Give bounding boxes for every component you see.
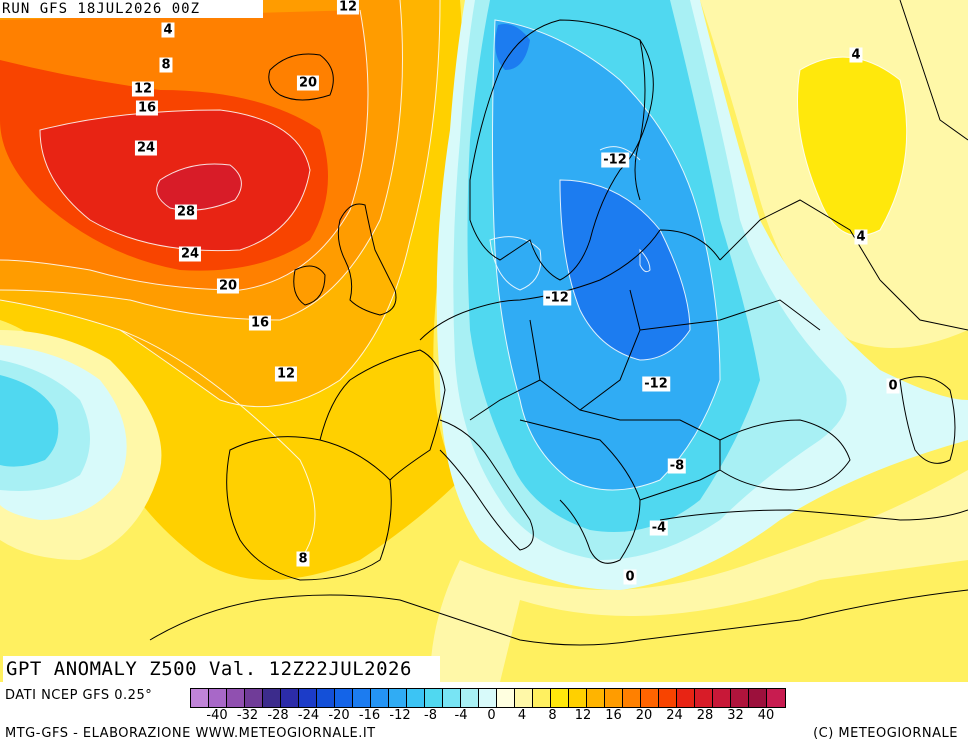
color-swatch: [569, 689, 587, 707]
map-canvas: [0, 0, 968, 682]
norway-core: [495, 24, 530, 70]
color-scale-tick: 8: [548, 708, 557, 723]
contour-label: 20: [216, 278, 240, 294]
color-scale-tick: -16: [358, 708, 381, 723]
contour-label: 4: [849, 47, 863, 63]
color-swatch: [371, 689, 389, 707]
contour-label: 28: [174, 204, 198, 220]
contour-label: 24: [134, 140, 158, 156]
color-swatch: [641, 689, 659, 707]
color-swatch: [407, 689, 425, 707]
color-swatch: [749, 689, 767, 707]
contour-label: 16: [135, 100, 159, 116]
credit-left: MTG-GFS - ELABORAZIONE WWW.METEOGIORNALE…: [5, 726, 376, 741]
contour-label: 8: [296, 551, 310, 567]
color-scale-tick: 40: [757, 708, 775, 723]
contour-label: 4: [161, 22, 175, 38]
contour-label: 8: [159, 57, 173, 73]
color-scale-tick: 24: [666, 708, 683, 723]
color-swatch: [425, 689, 443, 707]
color-scale-tick: -4: [454, 708, 468, 723]
color-scale-tick: 32: [727, 708, 744, 723]
color-swatch: [335, 689, 353, 707]
color-swatch: [587, 689, 605, 707]
contour-label: 12: [131, 81, 155, 97]
color-swatch: [659, 689, 677, 707]
color-swatch: [695, 689, 713, 707]
color-swatch: [623, 689, 641, 707]
color-swatch: [461, 689, 479, 707]
contour-label: 4: [854, 229, 868, 245]
contour-label: -8: [667, 458, 687, 474]
color-swatch: [713, 689, 731, 707]
color-scale-tick: 4: [517, 708, 527, 723]
source-label: DATI NCEP GFS 0.25°: [5, 688, 153, 703]
color-scale-tick: -28: [267, 708, 289, 723]
color-swatch: [209, 689, 227, 707]
color-swatch: [515, 689, 533, 707]
coastlines: [149, 0, 968, 646]
credit-right: (C) METEOGIORNALE: [813, 726, 958, 741]
color-scale-tick: 0: [487, 708, 496, 723]
color-scale-tick: -24: [297, 708, 320, 723]
color-scale-tick: -40: [206, 708, 228, 723]
plus-28: [156, 164, 242, 211]
color-swatch: [605, 689, 623, 707]
color-scale-ticks: -40 -32 -28 -24 -20 -16 -12 -8 -4 0 4 8 12 16 20 24 28 32…: [190, 708, 966, 724]
color-scale-tick: -20: [328, 708, 350, 723]
footer: DATI NCEP GFS 0.25° -40 -32 -28 -24 -20 -16 -1…: [0, 682, 968, 745]
color-scale-tick: 16: [605, 708, 622, 723]
contour-label: 12: [274, 366, 298, 382]
color-scale-tick: 12: [574, 708, 592, 723]
color-scale-tick: -32: [236, 708, 259, 723]
africa-field: [500, 560, 968, 682]
contour-label: -4: [649, 520, 669, 536]
contour-label: 24: [178, 246, 202, 262]
color-swatch: [551, 689, 569, 707]
contour-lines: [0, 0, 908, 561]
color-swatch: [497, 689, 515, 707]
color-swatch: [281, 689, 299, 707]
color-swatch: [245, 689, 263, 707]
contour-label: -12: [543, 290, 571, 306]
color-swatch: [353, 689, 371, 707]
color-scale-tick: 28: [696, 708, 714, 723]
west-low-3: [0, 375, 59, 467]
color-scale-tick: -8: [424, 708, 437, 723]
russia-high: [797, 57, 907, 236]
color-swatch: [677, 689, 695, 707]
color-scale-tick: -12: [389, 708, 411, 723]
color-swatch: [191, 689, 209, 707]
minus-16: [560, 180, 690, 360]
color-swatch: [533, 689, 551, 707]
color-swatch: [227, 689, 245, 707]
color-scale: [190, 688, 786, 708]
color-swatch: [389, 689, 407, 707]
map-title: GPT ANOMALY Z500 Val. 12Z22JUL2026: [3, 656, 440, 682]
color-swatch: [767, 689, 785, 707]
contour-label: 16: [248, 315, 272, 331]
contour-label: 20: [296, 75, 320, 91]
color-swatch: [263, 689, 281, 707]
color-swatch: [299, 689, 317, 707]
contour-label: 0: [886, 378, 900, 394]
contour-label: 0: [623, 569, 637, 585]
color-swatch: [479, 689, 497, 707]
color-swatch: [317, 689, 335, 707]
contour-label: -12: [601, 152, 629, 168]
color-scale-tick: 20: [635, 708, 653, 723]
color-swatch: [443, 689, 461, 707]
contour-label: 12: [336, 0, 360, 15]
contour-label: -12: [642, 376, 670, 392]
run-label: RUN GFS 18JUL2026 00Z: [0, 0, 263, 18]
anomaly-map: RUN GFS 18JUL2026 00Z 4 8 12 16 24 28 24…: [0, 0, 968, 682]
color-swatch: [731, 689, 749, 707]
